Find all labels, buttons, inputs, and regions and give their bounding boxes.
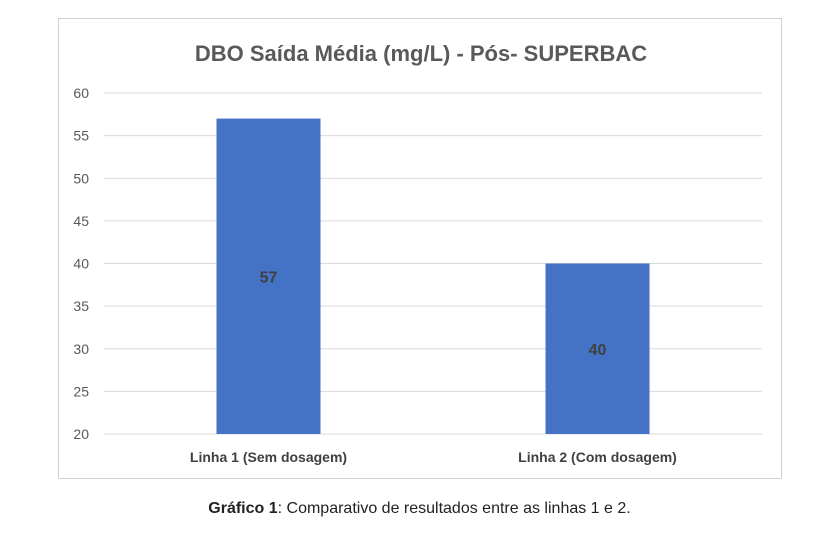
bars — [216, 118, 650, 434]
y-tick-label: 60 — [73, 85, 89, 101]
x-tick-label: Linha 2 (Com dosagem) — [518, 449, 677, 465]
gridlines — [104, 92, 762, 435]
y-tick-label: 55 — [73, 128, 89, 144]
y-axis-ticks: 20 25 30 35 40 45 50 55 60 — [73, 85, 89, 442]
y-tick-label: 30 — [73, 341, 89, 357]
y-tick-label: 40 — [73, 256, 89, 272]
y-tick-label: 20 — [73, 426, 89, 442]
bar-chart: DBO Saída Média (mg/L) - Pós- SUPERBAC 2… — [73, 41, 762, 465]
caption-text: : Comparativo de resultados entre as lin… — [277, 500, 631, 517]
bar — [216, 118, 321, 434]
caption-label: Gráfico 1 — [208, 500, 278, 517]
data-label: 40 — [589, 342, 607, 359]
y-tick-label: 45 — [73, 213, 89, 229]
chart-frame — [58, 18, 782, 479]
y-tick-label: 25 — [73, 383, 89, 399]
bar — [545, 263, 650, 434]
x-tick-label: Linha 1 (Sem dosagem) — [190, 449, 347, 465]
y-tick-label: 35 — [73, 298, 89, 314]
figure-caption: Gráfico 1: Comparativo de resultados ent… — [0, 500, 839, 518]
data-label: 57 — [260, 269, 278, 286]
x-axis-ticks: Linha 1 (Sem dosagem) Linha 2 (Com dosage… — [190, 449, 677, 465]
chart-title: DBO Saída Média (mg/L) - Pós- SUPERBAC — [195, 41, 647, 66]
y-tick-label: 50 — [73, 170, 89, 186]
data-labels: 57 40 — [260, 269, 607, 358]
